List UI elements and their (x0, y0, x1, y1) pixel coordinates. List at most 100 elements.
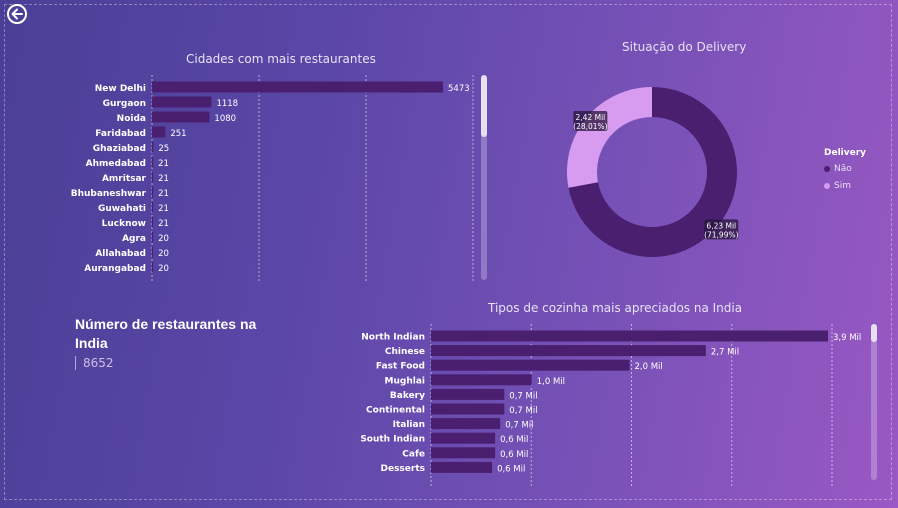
city-label: Lucknow (102, 219, 146, 229)
city-bar[interactable] (152, 156, 154, 168)
city-label: Guwahati (98, 204, 146, 214)
city-value-label: 20 (158, 264, 169, 274)
cities-scrollbar-thumb[interactable] (481, 75, 487, 137)
city-value-label: 21 (158, 189, 169, 199)
city-label: Bhubaneshwar (71, 189, 147, 199)
cuisine-bar[interactable] (431, 388, 505, 400)
city-label: Ahmedabad (86, 159, 146, 169)
legend-item-sim[interactable]: Sim (824, 181, 866, 191)
city-label: New Delhi (95, 84, 146, 94)
donut-label-box (573, 110, 608, 131)
cuisine-bar[interactable] (431, 359, 630, 371)
legend-label-nao: Não (834, 164, 852, 174)
kpi-value: 8652 (75, 356, 114, 370)
arrow-left-icon (11, 8, 23, 20)
cuisine-bar[interactable] (431, 374, 532, 386)
legend-title: Delivery (824, 148, 867, 158)
cuisine-label: Chinese (385, 347, 425, 357)
donut-value-label: 6,23 Mil (706, 221, 736, 230)
cuisine-value-label: 0,6 Mil (500, 450, 528, 460)
city-value-label: 21 (158, 204, 169, 214)
kpi-title: Número de restaurantes na India (75, 316, 257, 351)
city-bar[interactable] (152, 261, 154, 273)
cuisine-value-label: 0,6 Mil (497, 464, 525, 474)
cuisine-value-label: 0,7 Mil (505, 421, 533, 431)
donut-slice[interactable] (567, 87, 652, 188)
cuisine-bar[interactable] (431, 418, 501, 430)
cuisine-label: Fast Food (376, 362, 425, 372)
cuisine-bar[interactable] (431, 447, 496, 459)
cuisine-label: Desserts (381, 464, 426, 474)
legend-dot-nao (824, 166, 830, 172)
cuisine-bar[interactable] (431, 330, 828, 342)
city-bar[interactable] (152, 96, 212, 108)
cuisine-value-label: 2,7 Mil (711, 348, 739, 358)
city-label: Ghaziabad (93, 144, 146, 154)
donut-slice[interactable] (568, 87, 737, 257)
cuisine-bar-chart: North Indian 3,9 Mil Chinese 2,7 Mil Fast Fo… (360, 324, 861, 488)
legend-item-nao[interactable]: Não (824, 164, 866, 174)
city-label: Agra (122, 234, 146, 244)
city-label: Amritsar (102, 174, 147, 184)
cities-bar-chart: New Delhi 5473 Gurgaon 1118 Noida 1080 Faridab… (71, 75, 474, 282)
city-value-label: 1080 (214, 114, 236, 124)
city-value-label: 20 (158, 234, 169, 244)
cuisine-label: Bakery (390, 391, 425, 401)
city-bar[interactable] (152, 111, 210, 123)
donut-percent-label: (28,01%) (573, 122, 608, 131)
cuisine-value-label: 0,7 Mil (509, 406, 537, 416)
cuisine-bar[interactable] (431, 461, 493, 473)
cuisine-label: Continental (366, 406, 425, 416)
city-value-label: 1118 (216, 99, 238, 109)
delivery-legend: Delivery Não Sim (824, 148, 866, 198)
city-bar[interactable] (152, 201, 154, 213)
city-label: Faridabad (95, 129, 146, 139)
cuisine-value-label: 3,9 Mil (833, 333, 861, 343)
cuisine-label: Cafe (402, 449, 425, 459)
donut-value-label: 2,42 Mil (576, 113, 606, 122)
city-value-label: 5473 (448, 84, 470, 94)
city-value-label: 21 (158, 159, 169, 169)
city-label: Noida (117, 114, 146, 124)
city-bar[interactable] (152, 186, 154, 198)
back-button[interactable] (7, 4, 27, 24)
city-label: Gurgaon (103, 99, 146, 109)
cities-scrollbar[interactable] (481, 75, 487, 280)
cuisine-bar[interactable] (431, 432, 496, 444)
cuisine-scrollbar-thumb[interactable] (871, 324, 877, 342)
city-label: Aurangabad (84, 264, 146, 274)
city-bar[interactable] (152, 231, 154, 243)
city-value-label: 251 (170, 129, 186, 139)
city-label: Allahabad (95, 249, 146, 259)
city-value-label: 21 (158, 219, 169, 229)
city-bar[interactable] (152, 171, 154, 183)
cuisine-label: South Indian (360, 435, 425, 445)
cuisine-scrollbar[interactable] (871, 324, 877, 480)
cuisine-label: North Indian (361, 333, 425, 343)
cuisine-value-label: 0,6 Mil (500, 435, 528, 445)
cuisine-label: Italian (393, 420, 425, 430)
city-bar[interactable] (152, 216, 154, 228)
city-bar[interactable] (152, 126, 166, 138)
donut-percent-label: (71,99%) (704, 230, 739, 239)
city-bar[interactable] (152, 246, 154, 258)
city-value-label: 25 (158, 144, 169, 154)
cuisine-chart-title: Tipos de cozinha mais apreciados na Indi… (488, 301, 743, 315)
donut-label-box (704, 219, 739, 240)
report-canvas (4, 4, 892, 500)
cuisine-bar[interactable] (431, 345, 706, 357)
legend-label-sim: Sim (834, 181, 851, 191)
city-bar[interactable] (152, 81, 443, 93)
cuisine-value-label: 1,0 Mil (537, 377, 565, 387)
cuisine-bar[interactable] (431, 403, 505, 415)
cities-chart-title: Cidades com mais restaurantes (186, 52, 376, 66)
city-value-label: 20 (158, 249, 169, 259)
cuisine-label: Mughlai (385, 376, 425, 386)
city-value-label: 21 (158, 174, 169, 184)
delivery-chart-title: Situação do Delivery (622, 40, 747, 54)
cuisine-value-label: 0,7 Mil (509, 391, 537, 401)
legend-dot-sim (824, 183, 830, 189)
delivery-donut-chart: 6,23 Mil(71,99%) 2,42 Mil(28,01%) (567, 87, 739, 257)
cuisine-value-label: 2,0 Mil (635, 362, 663, 372)
city-bar[interactable] (152, 141, 154, 153)
